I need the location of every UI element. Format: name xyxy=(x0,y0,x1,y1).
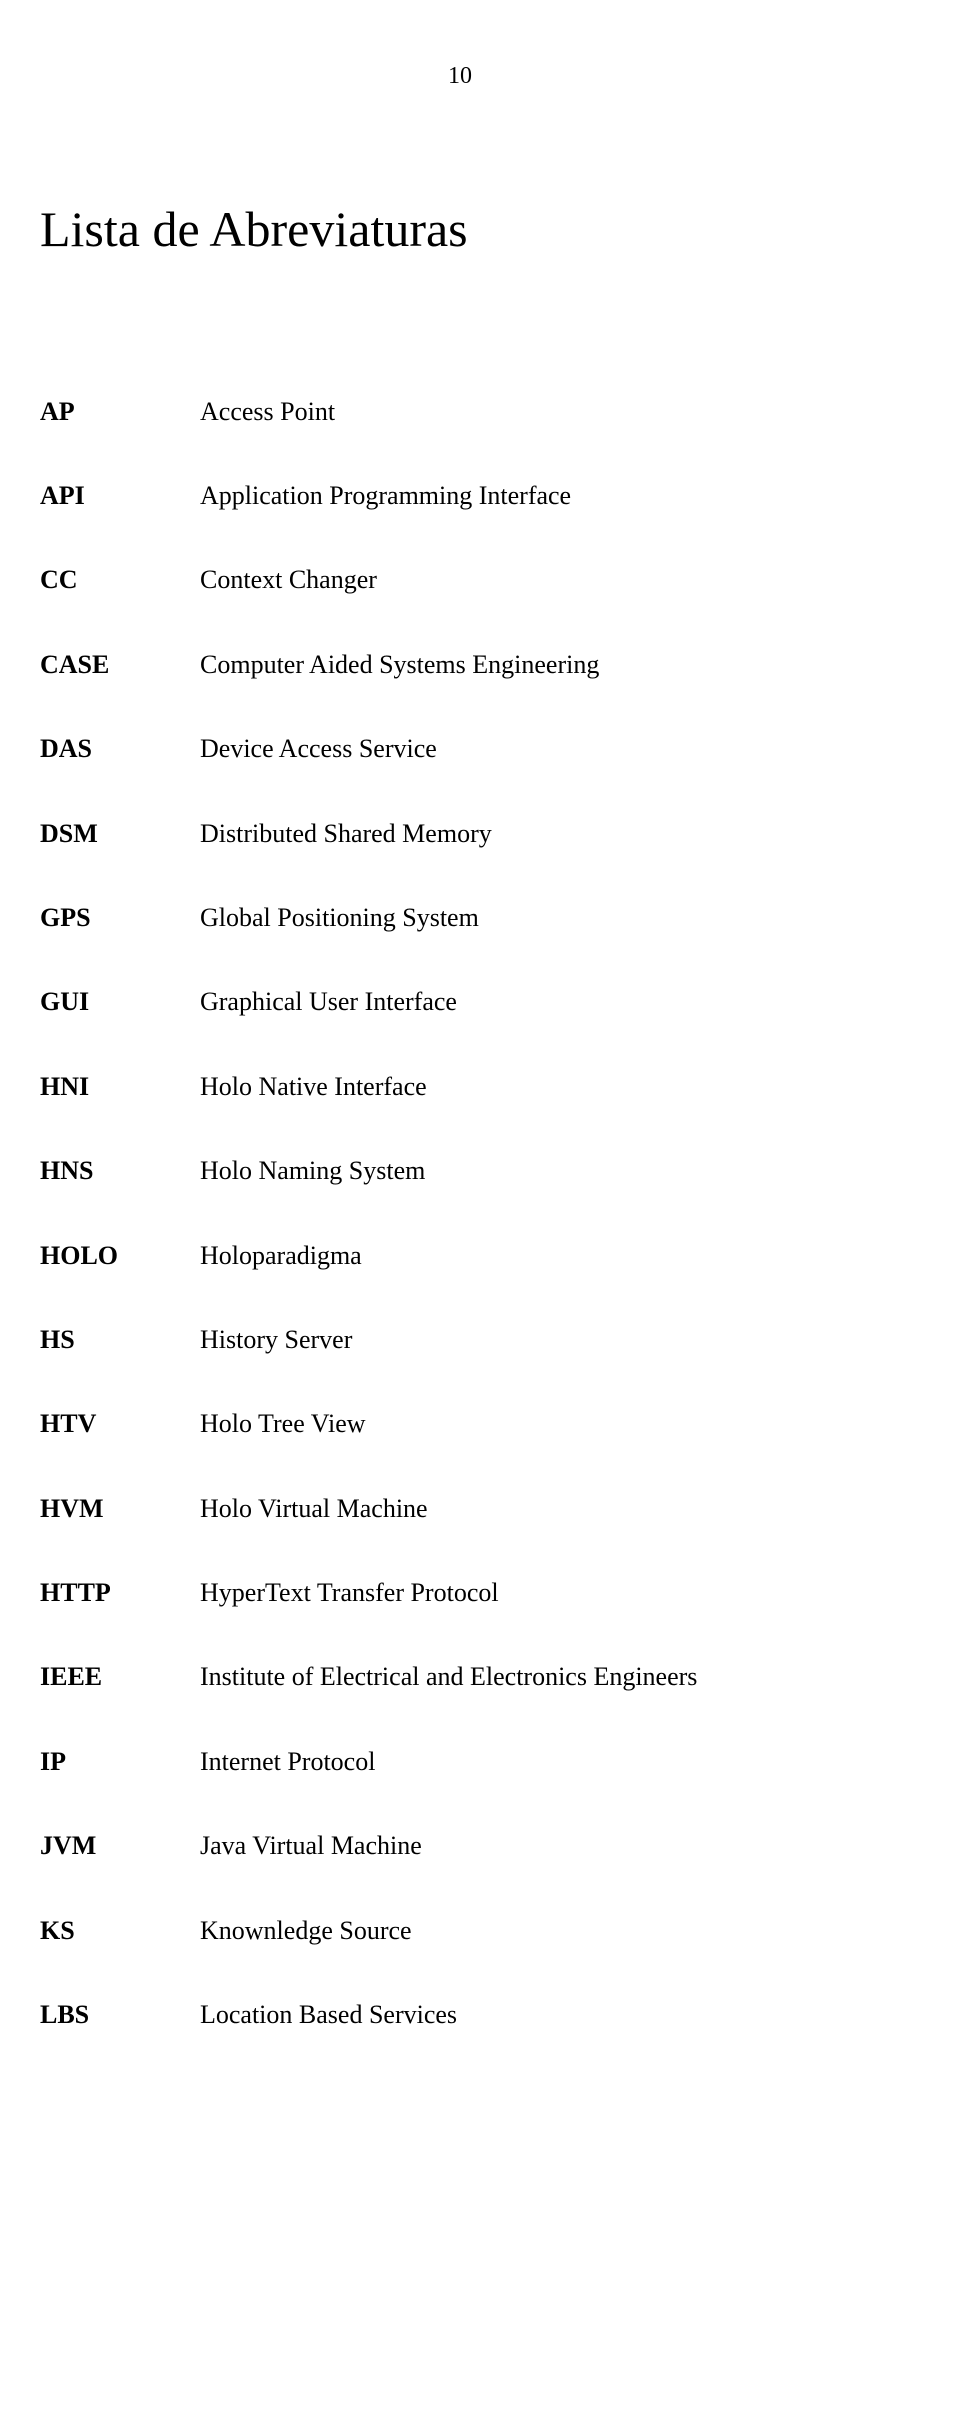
abbreviation-value: Holo Native Interface xyxy=(200,1069,427,1105)
abbreviation-value: Device Access Service xyxy=(200,731,437,767)
abbreviation-key: HNI xyxy=(40,1069,200,1105)
page-number: 10 xyxy=(40,60,880,94)
abbreviation-value: Global Positioning System xyxy=(200,900,479,936)
abbreviation-row: GUIGraphical User Interface xyxy=(40,984,880,1020)
abbreviation-key: DSM xyxy=(40,816,200,852)
abbreviation-key: IP xyxy=(40,1744,200,1780)
abbreviation-key: KS xyxy=(40,1913,200,1949)
abbreviation-key: HOLO xyxy=(40,1238,200,1274)
abbreviation-key: HNS xyxy=(40,1153,200,1189)
abbreviation-value: Location Based Services xyxy=(200,1997,457,2033)
abbreviation-row: KSKnownledge Source xyxy=(40,1913,880,1949)
abbreviation-row: IPInternet Protocol xyxy=(40,1744,880,1780)
abbreviation-row: HNSHolo Naming System xyxy=(40,1153,880,1189)
abbreviation-value: Internet Protocol xyxy=(200,1744,375,1780)
abbreviation-key: HVM xyxy=(40,1491,200,1527)
abbreviation-key: HTV xyxy=(40,1406,200,1442)
abbreviation-row: CCContext Changer xyxy=(40,562,880,598)
abbreviation-value: Graphical User Interface xyxy=(200,984,457,1020)
abbreviation-key: IEEE xyxy=(40,1659,200,1695)
abbreviation-value: Java Virtual Machine xyxy=(200,1828,422,1864)
abbreviation-value: Holoparadigma xyxy=(200,1238,362,1274)
abbreviation-row: IEEEInstitute of Electrical and Electron… xyxy=(40,1659,880,1695)
abbreviation-value: Knownledge Source xyxy=(200,1913,412,1949)
abbreviation-row: JVMJava Virtual Machine xyxy=(40,1828,880,1864)
abbreviation-key: JVM xyxy=(40,1828,200,1864)
abbreviation-row: APAccess Point xyxy=(40,394,880,430)
abbreviation-value: Access Point xyxy=(200,394,335,430)
abbreviation-key: HS xyxy=(40,1322,200,1358)
abbreviation-value: Holo Naming System xyxy=(200,1153,425,1189)
abbreviation-row: HTTPHyperText Transfer Protocol xyxy=(40,1575,880,1611)
abbreviation-key: API xyxy=(40,478,200,514)
abbreviation-row: HNIHolo Native Interface xyxy=(40,1069,880,1105)
abbreviation-row: DSMDistributed Shared Memory xyxy=(40,816,880,852)
abbreviation-list: APAccess Point APIApplication Programming… xyxy=(40,394,880,2034)
abbreviation-value: Holo Tree View xyxy=(200,1406,366,1442)
abbreviation-value: Application Programming Interface xyxy=(200,478,571,514)
abbreviation-row: GPSGlobal Positioning System xyxy=(40,900,880,936)
abbreviation-key: LBS xyxy=(40,1997,200,2033)
abbreviation-row: HOLOHoloparadigma xyxy=(40,1238,880,1274)
page-title: Lista de Abreviaturas xyxy=(40,194,880,264)
abbreviation-value: History Server xyxy=(200,1322,352,1358)
abbreviation-value: Holo Virtual Machine xyxy=(200,1491,428,1527)
abbreviation-row: CASEComputer Aided Systems Engineering xyxy=(40,647,880,683)
abbreviation-value: HyperText Transfer Protocol xyxy=(200,1575,499,1611)
abbreviation-key: CC xyxy=(40,562,200,598)
abbreviation-value: Context Changer xyxy=(200,562,377,598)
abbreviation-key: GUI xyxy=(40,984,200,1020)
abbreviation-row: HTVHolo Tree View xyxy=(40,1406,880,1442)
abbreviation-row: DASDevice Access Service xyxy=(40,731,880,767)
abbreviation-key: GPS xyxy=(40,900,200,936)
abbreviation-value: Distributed Shared Memory xyxy=(200,816,492,852)
abbreviation-key: DAS xyxy=(40,731,200,767)
abbreviation-value: Institute of Electrical and Electronics … xyxy=(200,1659,697,1695)
abbreviation-row: APIApplication Programming Interface xyxy=(40,478,880,514)
abbreviation-key: CASE xyxy=(40,647,200,683)
abbreviation-value: Computer Aided Systems Engineering xyxy=(200,647,599,683)
abbreviation-key: HTTP xyxy=(40,1575,200,1611)
abbreviation-row: LBSLocation Based Services xyxy=(40,1997,880,2033)
abbreviation-row: HVMHolo Virtual Machine xyxy=(40,1491,880,1527)
abbreviation-key: AP xyxy=(40,394,200,430)
abbreviation-row: HSHistory Server xyxy=(40,1322,880,1358)
